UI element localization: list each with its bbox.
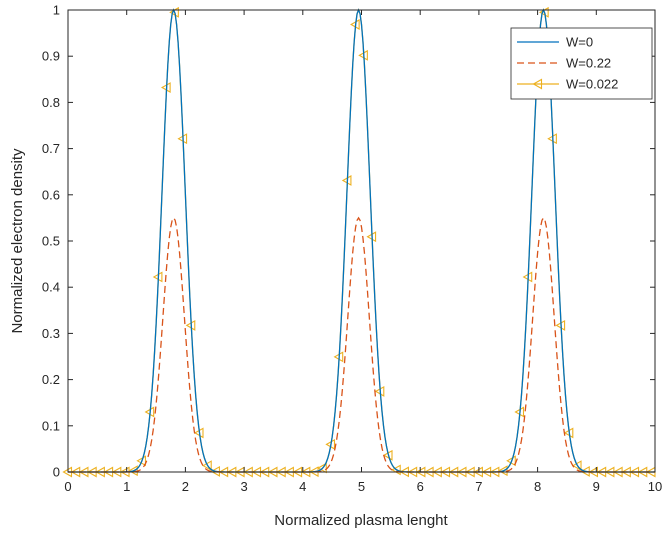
x-tick-label: 6 <box>417 479 424 494</box>
legend-entry-label: W=0 <box>566 35 593 50</box>
y-tick-label: 0.8 <box>42 95 60 110</box>
x-tick-label: 2 <box>182 479 189 494</box>
series-marker-31 <box>317 462 327 474</box>
x-tick-label: 0 <box>64 479 71 494</box>
y-tick-label: 0.5 <box>42 234 60 249</box>
x-tick-label: 3 <box>240 479 247 494</box>
y-tick-label: 0.4 <box>42 280 60 295</box>
series-line-1 <box>68 216 655 473</box>
series-line-0 <box>68 8 655 473</box>
y-tick-label: 1 <box>53 3 60 18</box>
x-axis-label: Normalized plasma lenght <box>274 512 448 529</box>
x-tick-label: 4 <box>299 479 306 494</box>
y-tick-label: 0.7 <box>42 141 60 156</box>
y-tick-label: 0.3 <box>42 326 60 341</box>
y-tick-label: 0.6 <box>42 187 60 202</box>
x-tick-label: 10 <box>648 479 662 494</box>
y-tick-label: 0.9 <box>42 49 60 64</box>
x-tick-label: 8 <box>534 479 541 494</box>
x-tick-label: 1 <box>123 479 130 494</box>
x-tick-label: 5 <box>358 479 365 494</box>
y-tick-label: 0.1 <box>42 418 60 433</box>
x-tick-label: 9 <box>593 479 600 494</box>
legend-entry-label: W=0.22 <box>566 56 611 71</box>
legend-marker <box>532 78 543 90</box>
legend-entry-label: W=0.022 <box>566 77 618 92</box>
y-tick-label: 0 <box>53 465 60 480</box>
legend: W=0 W=0.22 W=0.022 <box>510 27 653 100</box>
y-tick-label: 0.2 <box>42 372 60 387</box>
axes-layer: 0 1 2 3 4 5 6 7 8 9 10 0 0.1 0.2 0.3 0.4 0.5 0.6 0.7 0.8 0.9… <box>42 3 662 495</box>
y-axis-label: Normalized electron density <box>9 148 26 334</box>
x-tick-label: 7 <box>475 479 482 494</box>
